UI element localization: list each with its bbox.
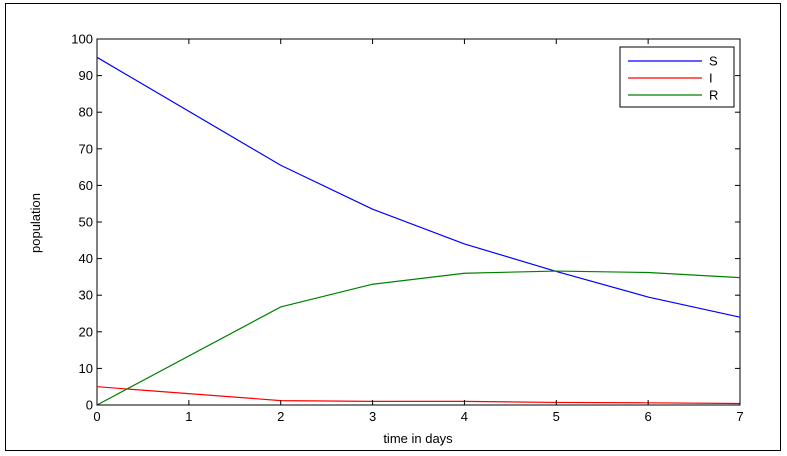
x-tick-label: 6 <box>645 409 652 424</box>
y-tick-label: 50 <box>79 215 93 230</box>
x-tick-label: 1 <box>185 409 192 424</box>
y-tick-label: 60 <box>79 178 93 193</box>
legend-box <box>619 46 735 108</box>
y-tick-label: 90 <box>79 68 93 83</box>
series-line-S <box>96 56 741 318</box>
y-tick-label: 80 <box>79 105 93 120</box>
legend-label-S: S <box>709 54 718 69</box>
x-tick-label: 7 <box>736 409 743 424</box>
y-tick-label: 100 <box>71 32 93 47</box>
x-tick-label: 2 <box>277 409 284 424</box>
x-tick-label: 3 <box>369 409 376 424</box>
y-axis-label: population <box>28 193 43 253</box>
y-tick-label: 30 <box>79 288 93 303</box>
y-tick-label: 10 <box>79 361 93 376</box>
x-tick-label: 4 <box>461 409 468 424</box>
y-tick-label: 0 <box>86 398 93 413</box>
x-tick-label: 5 <box>553 409 560 424</box>
series-line-R <box>96 270 741 406</box>
x-axis-label: time in days <box>383 431 453 446</box>
legend-label-R: R <box>709 88 718 103</box>
x-tick-label: 0 <box>93 409 100 424</box>
legend-label-I: I <box>709 71 713 86</box>
legend: SIR <box>619 46 735 108</box>
y-tick-label: 70 <box>79 141 93 156</box>
y-tick-label: 40 <box>79 251 93 266</box>
y-tick-label: 20 <box>79 324 93 339</box>
